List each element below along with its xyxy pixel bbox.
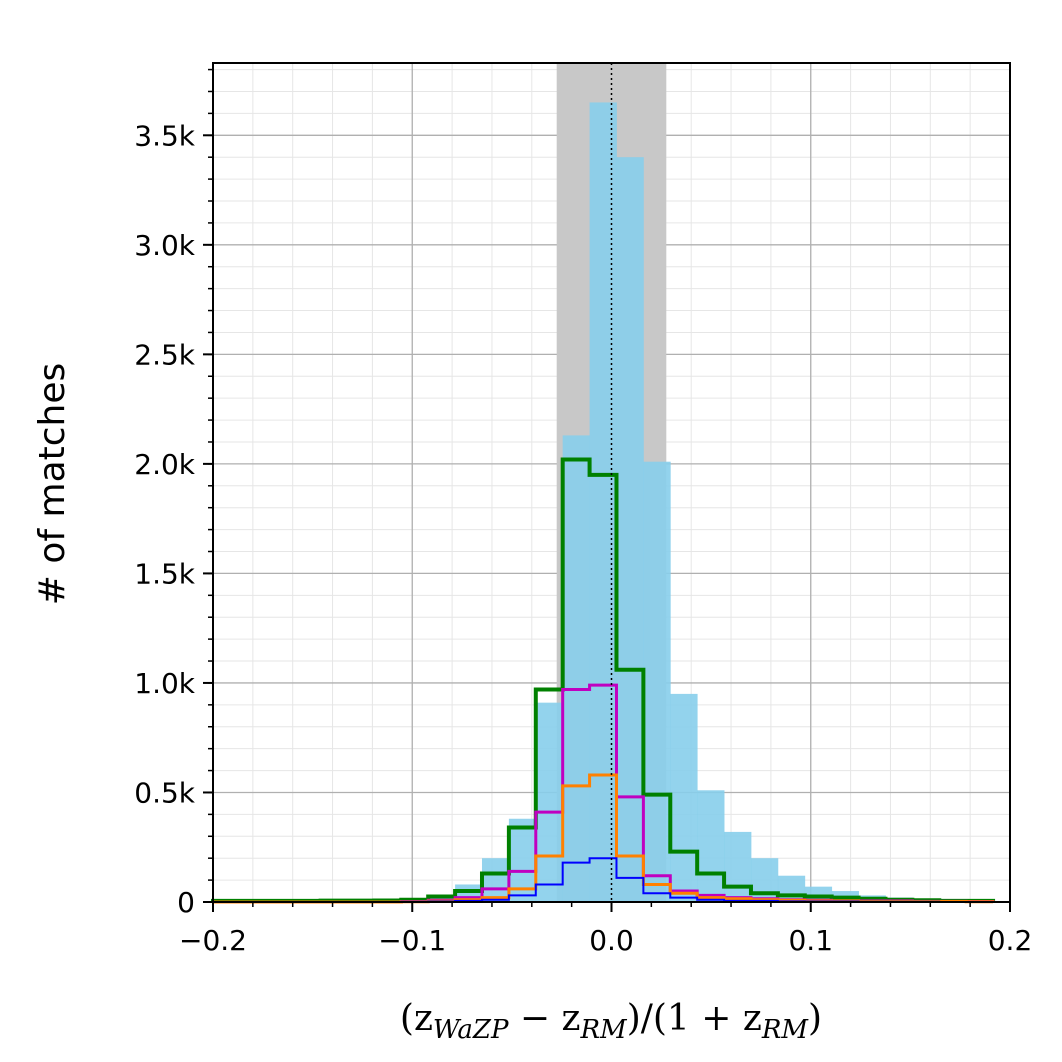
y-tick-label: 2.5k bbox=[134, 338, 196, 371]
y-tick-label: 1.0k bbox=[134, 667, 196, 700]
y-tick-label: 1.5k bbox=[134, 557, 196, 590]
filled-histogram bbox=[213, 102, 994, 903]
x-tick-label: 0.1 bbox=[788, 924, 833, 957]
histogram-bar bbox=[777, 875, 806, 902]
x-tick-label: −0.1 bbox=[378, 924, 446, 957]
y-tick-label: 3.0k bbox=[134, 229, 196, 262]
histogram-bar bbox=[428, 895, 456, 902]
histogram-bar bbox=[724, 831, 752, 902]
x-axis-label: (zWaZP − zRM)/(1 + zRM) bbox=[400, 998, 822, 1045]
x-label-mid: − z bbox=[508, 998, 580, 1039]
y-tick-label: 2.0k bbox=[134, 448, 196, 481]
x-tick-label: 0.2 bbox=[988, 924, 1033, 957]
y-tick-label: 3.5k bbox=[134, 119, 196, 152]
histogram-bar bbox=[643, 461, 671, 902]
x-tick-labels: −0.2 −0.1 0.0 0.1 0.2 bbox=[179, 924, 1032, 957]
step-histogram-line bbox=[211, 457, 996, 903]
axis-ticks bbox=[203, 68, 1011, 912]
histogram-bar bbox=[481, 858, 510, 902]
y-tick-label: 0 bbox=[177, 886, 195, 919]
histogram-bar bbox=[589, 102, 617, 903]
y-tick-label: 0.5k bbox=[134, 776, 196, 809]
y-axis-label: # of matches bbox=[32, 363, 73, 606]
histogram-bar bbox=[535, 702, 564, 902]
x-label-sub2: RM bbox=[579, 1015, 628, 1045]
x-tick-label: 0.0 bbox=[589, 924, 634, 957]
x-label-mid2: )/(1 + z bbox=[627, 998, 762, 1039]
x-label-sub3: RM bbox=[761, 1015, 810, 1045]
x-label-sub1: WaZP bbox=[433, 1015, 509, 1045]
histogram-bar bbox=[562, 435, 590, 902]
histogram-bar bbox=[697, 790, 725, 902]
x-label-close: ) bbox=[808, 998, 822, 1039]
histogram-bar bbox=[750, 858, 779, 902]
x-label-open: (z bbox=[400, 998, 433, 1039]
y-tick-labels: 0 0.5k 1.0k 1.5k 2.0k 2.5k 3.0k 3.5k bbox=[134, 119, 196, 919]
x-tick-label: −0.2 bbox=[179, 924, 247, 957]
histogram-bar bbox=[616, 157, 644, 903]
histogram-bar bbox=[670, 693, 698, 902]
